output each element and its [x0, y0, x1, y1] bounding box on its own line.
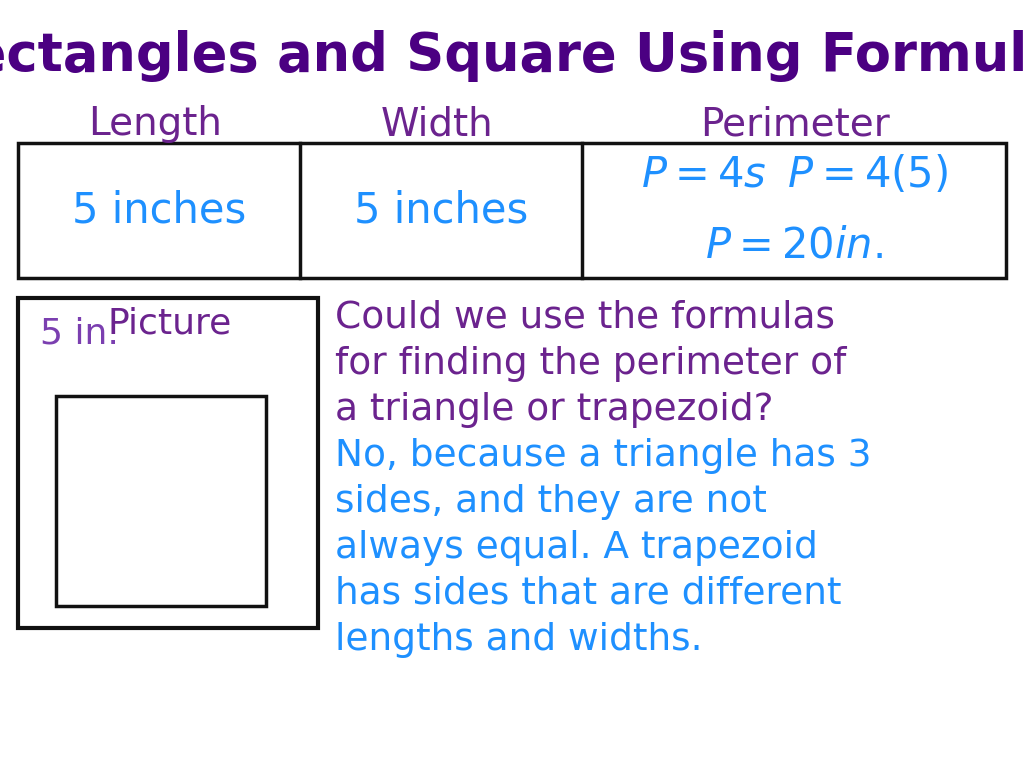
Text: No, because a triangle has 3: No, because a triangle has 3	[335, 438, 871, 474]
Text: sides, and they are not: sides, and they are not	[335, 484, 767, 520]
Text: $P = 4s\;\;P = 4(5)$: $P = 4s\;\;P = 4(5)$	[640, 154, 947, 197]
Bar	[56, 396, 266, 606]
Text: Perimeter: Perimeter	[700, 105, 890, 143]
Text: a triangle or trapezoid?: a triangle or trapezoid?	[335, 392, 773, 428]
Text: Picture: Picture	[108, 306, 232, 340]
Bar	[18, 298, 318, 628]
Text: 5 inches: 5 inches	[72, 190, 246, 231]
Text: for finding the perimeter of: for finding the perimeter of	[335, 346, 847, 382]
Text: Length: Length	[88, 105, 222, 143]
Text: 5 in.: 5 in.	[40, 316, 119, 350]
Text: always equal. A trapezoid: always equal. A trapezoid	[335, 530, 818, 566]
Text: lengths and widths.: lengths and widths.	[335, 622, 702, 658]
Text: $P = 20in.$: $P = 20in.$	[706, 224, 883, 266]
Text: Rectangles and Square Using Formulas: Rectangles and Square Using Formulas	[0, 30, 1024, 82]
Bar	[18, 143, 1006, 278]
Text: has sides that are different: has sides that are different	[335, 576, 842, 612]
Text: Width: Width	[381, 105, 494, 143]
Text: 5 inches: 5 inches	[354, 190, 528, 231]
Text: Could we use the formulas: Could we use the formulas	[335, 300, 835, 336]
